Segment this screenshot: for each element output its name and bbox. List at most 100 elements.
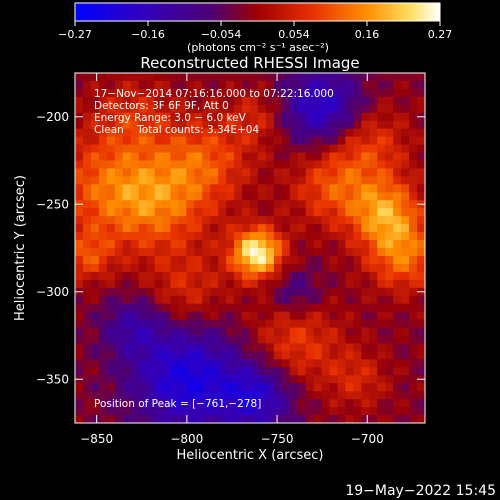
heatmap-cell (409, 311, 418, 321)
heatmap-cell (401, 224, 410, 233)
heatmap-cell (82, 88, 92, 98)
heatmap-cell (186, 208, 195, 217)
heatmap-cell (409, 375, 418, 384)
heatmap-cell (337, 200, 347, 209)
heatmap-cell (321, 88, 331, 98)
heatmap-cell (162, 351, 172, 360)
heatmap-cell (393, 415, 402, 423)
heatmap-cell (353, 112, 362, 122)
heatmap-cell (353, 367, 362, 376)
heatmap-cell (226, 343, 235, 352)
heatmap-cell (242, 88, 251, 98)
heatmap-cell (250, 224, 259, 233)
heatmap-cell (98, 104, 108, 114)
heatmap-cell (226, 255, 235, 265)
heatmap-cell (250, 73, 259, 82)
heatmap-cell (329, 248, 339, 257)
colorbar-tick-label: 0.16 (355, 28, 380, 41)
heatmap-cell (289, 343, 299, 352)
heatmap-cell (162, 407, 172, 416)
heatmap-cell (257, 311, 267, 321)
heatmap-cell (178, 120, 187, 130)
heatmap-cell (106, 399, 116, 408)
heatmap-cell (393, 96, 402, 106)
heatmap-cell (98, 391, 108, 400)
heatmap-cell (313, 399, 323, 408)
heatmap-cell (210, 407, 219, 416)
heatmap-cell (401, 120, 410, 130)
heatmap-cell (321, 144, 331, 154)
heatmap-cell (369, 391, 378, 400)
heatmap-cell (289, 399, 299, 408)
heatmap-cell (122, 255, 132, 265)
heatmap-cell (257, 407, 267, 416)
heatmap-cell (178, 407, 187, 416)
heatmap-cell (329, 96, 339, 106)
heatmap-cell (218, 319, 227, 329)
heatmap-cell (345, 112, 354, 122)
heatmap-cell (186, 88, 195, 98)
heatmap-cell (321, 160, 331, 170)
heatmap-cell (305, 168, 315, 177)
heatmap-cell (210, 232, 219, 241)
heatmap-cell (289, 327, 299, 337)
heatmap-cell (234, 240, 243, 249)
heatmap-cell (106, 375, 116, 384)
heatmap-cell (297, 391, 307, 400)
heatmap-cell (178, 96, 187, 106)
heatmap-cell (106, 351, 116, 360)
heatmap-cell (393, 335, 402, 345)
heatmap-cell (289, 263, 299, 273)
heatmap-cell (210, 327, 219, 337)
heatmap-cell (321, 335, 331, 345)
heatmap-cell (273, 271, 283, 281)
heatmap-cell (186, 144, 195, 154)
heatmap-cell (273, 335, 283, 345)
heatmap-cell (106, 96, 116, 106)
heatmap-cell (409, 240, 418, 249)
heatmap-cell (122, 248, 132, 257)
heatmap-cell (385, 271, 394, 281)
heatmap-cell (250, 327, 259, 337)
heatmap-cell (250, 96, 259, 106)
heatmap-cell (194, 136, 203, 146)
heatmap-cell (98, 407, 108, 416)
heatmap-cell (106, 104, 116, 114)
heatmap-cell (162, 216, 172, 225)
heatmap-cell (345, 208, 354, 217)
heatmap-cell (281, 120, 291, 130)
heatmap-cell (138, 80, 148, 90)
heatmap-cell (82, 152, 92, 162)
heatmap-cell (250, 359, 259, 368)
heatmap-cell (353, 88, 362, 98)
heatmap-cell (75, 232, 84, 241)
heatmap-cell (170, 120, 179, 130)
heatmap-cell (122, 112, 132, 122)
heatmap-cell (234, 303, 243, 313)
heatmap-cell (122, 391, 132, 400)
heatmap-cell (242, 271, 251, 281)
heatmap-cell (265, 327, 275, 337)
heatmap-cell (202, 152, 211, 162)
heatmap-cell (90, 144, 100, 154)
heatmap-cell (90, 287, 100, 297)
heatmap-cell (297, 327, 307, 337)
heatmap-cell (313, 224, 323, 233)
heatmap-cell (329, 303, 339, 313)
heatmap-cell (417, 327, 425, 337)
heatmap-cell (281, 271, 291, 281)
heatmap-cell (106, 176, 116, 185)
heatmap-cell (329, 383, 339, 392)
heatmap-cell (114, 168, 124, 177)
heatmap-cell (170, 88, 179, 98)
heatmap-cell (329, 216, 339, 225)
heatmap-cell (114, 192, 124, 201)
heatmap-cell (257, 80, 267, 90)
heatmap-cell (409, 112, 418, 122)
heatmap-cell (218, 263, 227, 273)
heatmap-cell (329, 279, 339, 289)
heatmap-cell (289, 200, 299, 209)
annotation-line: Energy Range: 3.0 − 6.0 keV (94, 112, 247, 124)
heatmap-cell (75, 415, 84, 423)
heatmap-cell (122, 104, 132, 114)
